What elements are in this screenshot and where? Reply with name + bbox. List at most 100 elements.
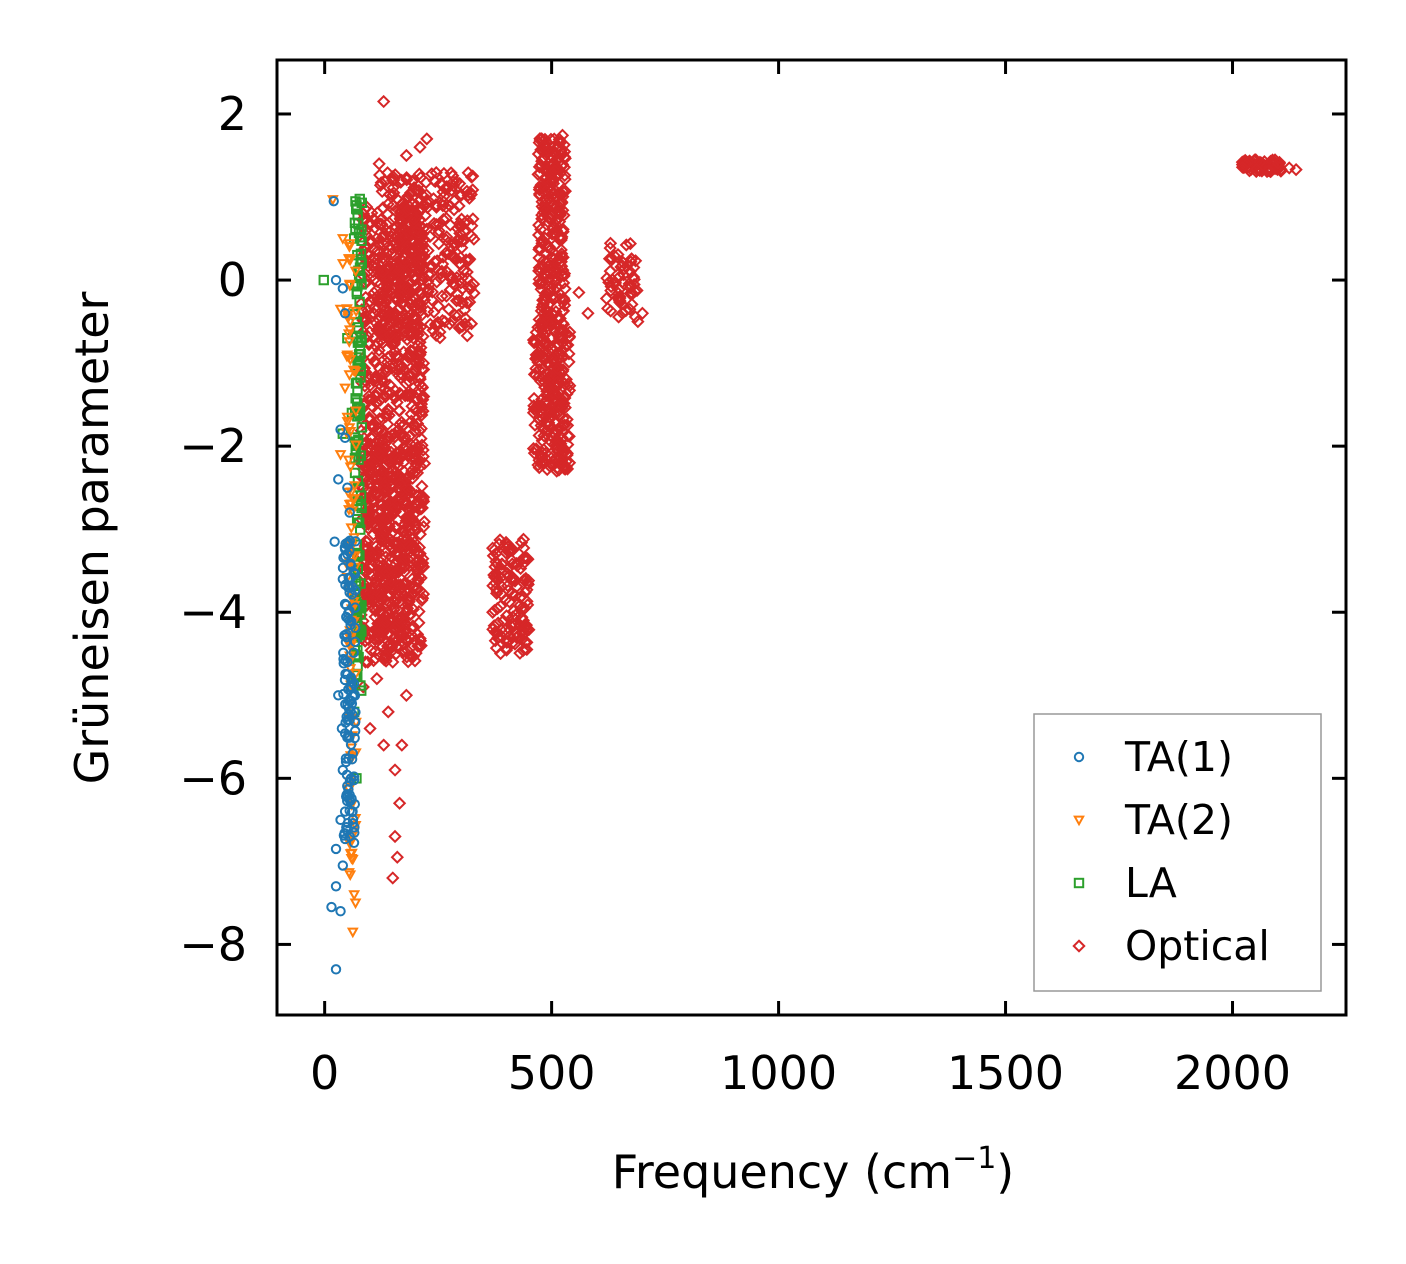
point-optical [517, 541, 531, 555]
point-optical [533, 456, 547, 470]
point-optical [450, 287, 465, 302]
point-optical [554, 454, 568, 468]
point-optical [381, 317, 396, 332]
point-optical [413, 527, 428, 541]
point-optical [368, 484, 382, 498]
point-optical [535, 406, 550, 420]
point-optical [393, 578, 407, 592]
point-optical [452, 199, 466, 213]
point-optical [382, 408, 396, 422]
point-optical [400, 443, 414, 457]
point-optical [527, 402, 541, 417]
point-ta-2- [344, 462, 357, 474]
point-optical [505, 557, 519, 571]
point-optical [532, 272, 546, 286]
point-optical [532, 276, 546, 291]
point-ta-1- [329, 536, 340, 547]
point-optical [378, 523, 392, 537]
point-ta-2- [342, 254, 355, 265]
point-ta-1- [344, 789, 355, 801]
point-optical [548, 262, 563, 276]
point-optical [361, 303, 375, 318]
point-ta-2- [341, 412, 354, 424]
point-ta-1- [333, 690, 344, 701]
point-optical [561, 377, 575, 391]
point-optical [624, 252, 639, 266]
legend-item: LA [1073, 859, 1177, 907]
point-optical [556, 291, 571, 305]
point-optical [383, 283, 397, 298]
point-optical [527, 367, 542, 381]
point-optical [382, 239, 396, 253]
point-optical [538, 132, 552, 147]
point-optical [527, 333, 541, 348]
point-optical [412, 569, 427, 583]
point-optical [376, 583, 390, 597]
point-optical [531, 348, 545, 362]
point-ta-1- [339, 308, 351, 319]
point-optical [504, 619, 518, 633]
point-optical [399, 688, 414, 702]
point-optical [603, 236, 618, 250]
point-optical [367, 626, 381, 640]
point-optical [409, 646, 423, 660]
point-ta-1- [343, 709, 354, 720]
point-optical [392, 796, 407, 810]
point-optical [406, 311, 420, 325]
x-axis-label-superscript: −1 [952, 1141, 996, 1176]
point-ta-1- [328, 195, 339, 207]
point-optical [489, 581, 504, 595]
point-optical [452, 176, 467, 191]
point-optical [558, 172, 572, 186]
point-optical [619, 238, 633, 252]
point-optical [538, 293, 552, 308]
point-la [354, 296, 365, 308]
point-ta-1- [344, 507, 355, 518]
point-optical [460, 295, 474, 310]
point-optical [404, 307, 418, 321]
point-optical [509, 556, 524, 571]
point-optical [572, 285, 586, 300]
point-optical [550, 346, 564, 360]
point-optical [372, 157, 386, 171]
point-ta-1- [344, 831, 355, 842]
point-optical [392, 368, 406, 382]
point-optical [545, 401, 559, 415]
point-ta-1- [333, 474, 344, 485]
point-optical [376, 265, 390, 279]
point-optical [540, 397, 554, 412]
point-optical [450, 270, 464, 285]
point-ta-1- [330, 881, 342, 892]
point-optical [547, 426, 561, 440]
point-ta-1- [344, 714, 355, 726]
point-optical [390, 547, 405, 562]
y-tick-label: −8 [179, 917, 247, 971]
point-optical [389, 634, 403, 649]
point-optical [435, 313, 450, 328]
point-optical [388, 620, 402, 635]
point-optical [378, 511, 393, 525]
point-ta-1- [335, 424, 346, 435]
point-optical [500, 537, 515, 551]
point-optical [630, 283, 644, 298]
point-optical [433, 331, 447, 345]
point-optical [366, 454, 380, 468]
point-ta-2- [341, 417, 354, 428]
point-optical [380, 278, 394, 292]
point-la [350, 445, 361, 456]
point-optical [599, 291, 614, 306]
point-la [349, 467, 361, 479]
point-optical [613, 290, 627, 304]
point-ta-2- [336, 234, 349, 245]
point-optical [1289, 162, 1303, 177]
point-ta-2- [348, 366, 361, 377]
point-optical [421, 285, 435, 299]
point-optical [459, 253, 473, 267]
point-optical [365, 464, 379, 479]
point-ta-1- [335, 905, 346, 917]
point-optical [555, 269, 569, 283]
point-optical [549, 275, 563, 289]
point-optical [440, 182, 454, 196]
point-optical [545, 198, 559, 212]
legend-item: TA(2) [1073, 796, 1233, 844]
